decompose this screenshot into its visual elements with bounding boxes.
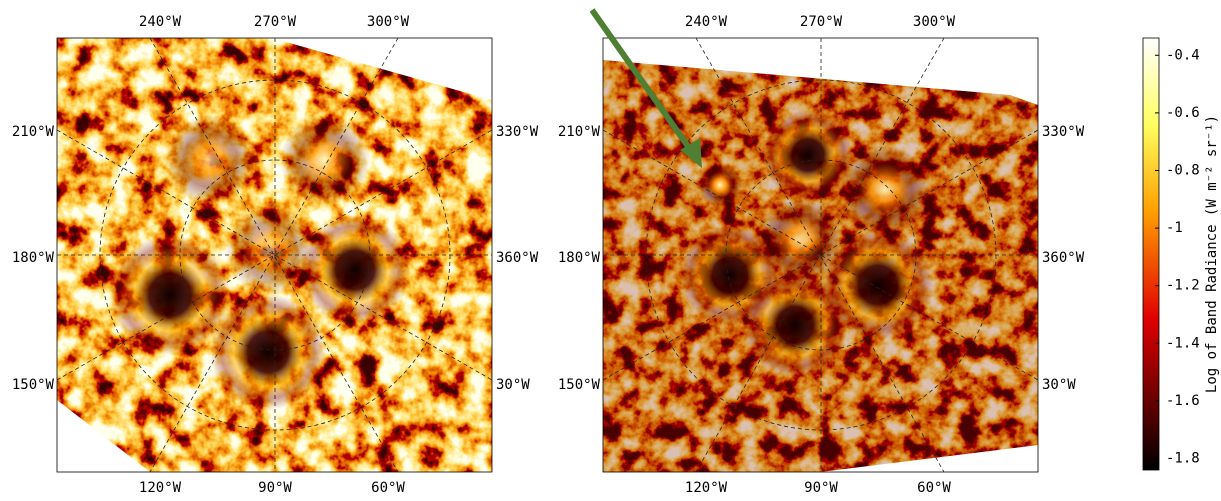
longitude-label: 180°W xyxy=(558,250,601,266)
longitude-label: 270°W xyxy=(254,14,297,30)
colorbar xyxy=(1143,38,1159,470)
longitude-label: 90°W xyxy=(804,480,838,496)
colorbar-tick-label: -1.6 xyxy=(1166,393,1200,409)
longitude-label: 90°W xyxy=(258,480,292,496)
longitude-label: 30°W xyxy=(496,377,530,393)
colorbar-label: Log of Band Radiance (W m⁻² sr⁻¹) xyxy=(1204,115,1220,393)
longitude-label: 300°W xyxy=(913,14,956,30)
longitude-label: 210°W xyxy=(558,124,601,140)
longitude-label: 240°W xyxy=(139,14,182,30)
longitude-label: 180°W xyxy=(12,250,55,266)
colorbar-tick-label: -1.2 xyxy=(1166,278,1200,294)
longitude-label: 270°W xyxy=(800,14,843,30)
longitude-label: 330°W xyxy=(1042,124,1085,140)
colorbar-tick-label: -0.4 xyxy=(1166,47,1200,63)
colorbar-tick-label: -0.8 xyxy=(1166,162,1200,178)
colorbar-tick-label: -1 xyxy=(1166,220,1183,236)
longitude-label: 300°W xyxy=(367,14,410,30)
longitude-label: 330°W xyxy=(496,124,539,140)
figure: Log of Band Radiance (W m⁻² sr⁻¹) 240°W 2… xyxy=(0,0,1221,497)
longitude-label: 240°W xyxy=(685,14,728,30)
longitude-label: 210°W xyxy=(12,124,55,140)
longitude-label: 30°W xyxy=(1042,377,1076,393)
longitude-label: 150°W xyxy=(12,377,55,393)
longitude-label: 360°W xyxy=(1042,250,1085,266)
colorbar-tick-label: -1.8 xyxy=(1166,450,1200,466)
colorbar-tick-label: -1.4 xyxy=(1166,335,1200,351)
longitude-label: 60°W xyxy=(371,480,405,496)
longitude-label: 360°W xyxy=(496,250,539,266)
longitude-label: 60°W xyxy=(917,480,951,496)
colorbar-tick-label: -0.6 xyxy=(1166,105,1200,121)
longitude-label: 150°W xyxy=(558,377,601,393)
longitude-label: 120°W xyxy=(139,480,182,496)
longitude-label: 120°W xyxy=(685,480,728,496)
